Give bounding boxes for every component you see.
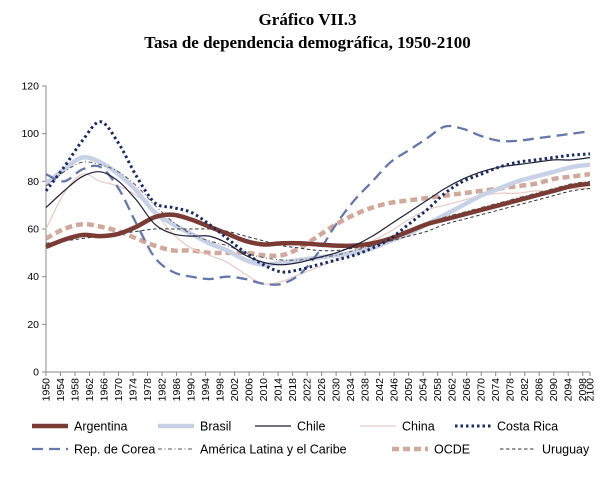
x-tick-label: 2010 xyxy=(258,378,270,402)
x-tick-label: 1974 xyxy=(128,378,140,402)
legend-label-rep-de-corea: Rep. de Corea xyxy=(74,443,155,457)
chart-series xyxy=(44,120,591,286)
y-tick-label: 100 xyxy=(21,128,39,140)
x-tick-label: 2014 xyxy=(273,378,285,402)
x-tick-label: 2002 xyxy=(229,378,241,402)
y-tick-label: 120 xyxy=(21,81,39,93)
legend-label-brasil: Brasil xyxy=(200,420,231,434)
x-tick-label: 2038 xyxy=(360,378,372,402)
chart-legend: Argentina Brasil Chile China Costa Rica Rep. … xyxy=(32,420,590,457)
x-tick-label: 2050 xyxy=(403,378,415,402)
x-tick-label: 2098 xyxy=(577,378,589,402)
x-tick-label: 2086 xyxy=(534,378,546,402)
x-tick-label: 2062 xyxy=(447,378,459,402)
x-tick-label: 1966 xyxy=(99,378,111,402)
x-tick-label: 2030 xyxy=(331,378,343,402)
chart-title: Tasa de dependencia demográfica, 1950-21… xyxy=(144,33,471,52)
series-line-costa-rica xyxy=(44,120,591,274)
legend-label-ocde: OCDE xyxy=(434,443,470,457)
x-tick-label: 2042 xyxy=(374,378,386,402)
series-line-rep-de-corea xyxy=(45,124,591,286)
x-tick-label: 2018 xyxy=(287,378,299,402)
x-tick-label: 2090 xyxy=(548,378,560,402)
x-tick-label: 1970 xyxy=(113,378,125,402)
legend-label-argentina: Argentina xyxy=(74,420,128,434)
x-tick-label: 2054 xyxy=(418,378,430,402)
x-tick-label: 2078 xyxy=(505,378,517,402)
x-tick-label: 1986 xyxy=(171,378,183,402)
y-tick-label: 40 xyxy=(27,271,39,283)
x-tick-label: 2022 xyxy=(302,378,314,402)
x-tick-label: 2046 xyxy=(389,378,401,402)
x-tick-label: 2034 xyxy=(345,378,357,402)
x-tick-label: 1990 xyxy=(186,378,198,402)
y-tick-label: 20 xyxy=(27,319,39,331)
series-line-uruguay xyxy=(45,187,591,252)
x-tick-label: 2066 xyxy=(461,378,473,402)
y-tick-label: 60 xyxy=(27,224,39,236)
series-line-brasil xyxy=(44,155,591,268)
x-tick-label: 2100 xyxy=(585,378,597,402)
y-tick-label: 80 xyxy=(27,176,39,188)
legend-label-china: China xyxy=(402,420,435,434)
x-tick-label: 1994 xyxy=(200,378,212,402)
x-tick-label: 2026 xyxy=(316,378,328,402)
x-tick-label: 2094 xyxy=(563,378,575,402)
x-tick-label: 2082 xyxy=(519,378,531,402)
x-tick-label: 1954 xyxy=(55,378,67,402)
y-tick-label: 0 xyxy=(33,367,39,379)
figure-label: Gráfico VII.3 xyxy=(258,10,357,29)
legend-label-america-latina-y-el-caribe: América Latina y el Caribe xyxy=(200,443,347,457)
series-line-argentina xyxy=(45,181,591,249)
x-tick-label: 2006 xyxy=(244,378,256,402)
x-tick-label: 1982 xyxy=(157,378,169,402)
x-tick-label: 1950 xyxy=(41,378,53,402)
x-tick-label: 2070 xyxy=(476,378,488,402)
x-tick-label: 1958 xyxy=(70,378,82,402)
x-tick-label: 2074 xyxy=(490,378,502,402)
series-line-china xyxy=(45,173,591,285)
series-line-chile xyxy=(45,156,591,266)
x-tick-label: 1998 xyxy=(215,378,227,402)
legend-label-costa-rica: Costa Rica xyxy=(497,420,558,434)
x-tick-label: 1978 xyxy=(142,378,154,402)
x-tick-label: 2058 xyxy=(432,378,444,402)
x-tick-label: 1962 xyxy=(84,378,96,402)
legend-label-chile: Chile xyxy=(297,420,326,434)
legend-label-uruguay: Uruguay xyxy=(542,443,590,457)
